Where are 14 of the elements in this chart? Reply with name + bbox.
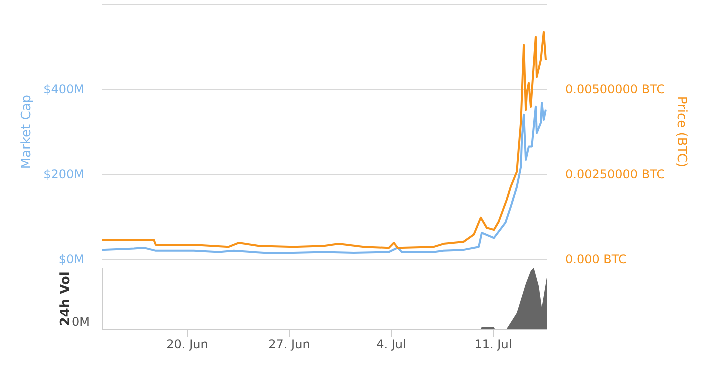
- y2-axis-title: Price (BTC): [674, 96, 690, 168]
- y-axis-title: 24h Vol: [58, 272, 74, 326]
- x-tick-label: 11. Jul: [474, 338, 512, 352]
- y2-tick-label: 0.00250000 BTC: [566, 168, 666, 182]
- y-tick-label: $400M: [44, 82, 84, 96]
- x-tick-label: 20. Jun: [166, 338, 208, 352]
- y-tick-label: $0M: [58, 252, 84, 266]
- text: 0M: [72, 315, 90, 329]
- y2-tick-label: 0.00500000 BTC: [566, 82, 666, 96]
- x-tick-label: 27. Jun: [268, 338, 310, 352]
- y2-tick-label: 0.000 BTC: [566, 252, 627, 266]
- x-tick-label: 4. Jul: [376, 338, 406, 352]
- y-tick-label: $200M: [44, 168, 84, 182]
- y-axis-title: Market Cap: [20, 94, 35, 170]
